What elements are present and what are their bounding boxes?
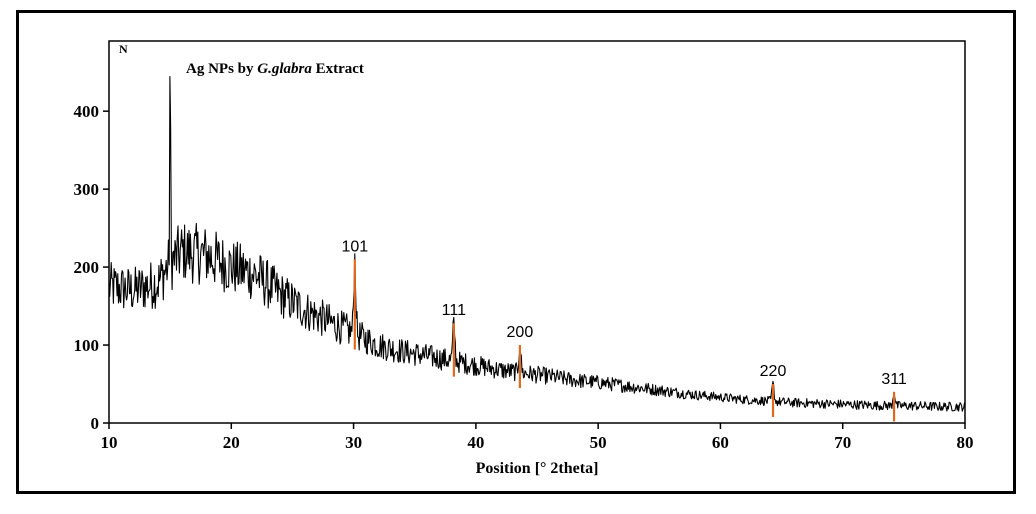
x-tick-label: 60 — [712, 433, 729, 452]
figure-frame: 0 100 200 300 400 10 20 30 40 50 60 70 80 101 111 200… — [16, 10, 1016, 494]
x-axis: 10 20 30 40 50 60 70 80 — [101, 423, 974, 452]
x-tick-label: 20 — [223, 433, 240, 452]
peak-markers: 101 111 200 220 311 — [341, 238, 907, 422]
y-tick-label: 300 — [74, 180, 100, 199]
y-tick-label: 200 — [74, 258, 100, 277]
x-tick-label: 70 — [834, 433, 851, 452]
x-tick-label: 10 — [101, 433, 118, 452]
x-tick-label: 40 — [467, 433, 484, 452]
peak-label-111: 111 — [442, 302, 466, 319]
peak-label-311: 311 — [881, 371, 907, 388]
x-tick-label: 50 — [590, 433, 607, 452]
x-tick-label: 80 — [957, 433, 974, 452]
plot-title-prefix: Ag NPs by — [186, 61, 257, 77]
plot-title-suffix: Extract — [316, 61, 364, 77]
plot-title: Ag NPs by G.glabra Extract — [186, 61, 364, 77]
y-axis: 0 100 200 300 400 — [74, 102, 109, 433]
y-axis-label: N — [119, 42, 128, 56]
peak-label-200: 200 — [507, 324, 534, 341]
xrd-chart: 0 100 200 300 400 10 20 30 40 50 60 70 80 101 111 200… — [74, 40, 974, 477]
diffraction-pattern-line — [108, 75, 966, 412]
y-tick-label: 100 — [74, 336, 100, 355]
y-tick-label: 400 — [74, 102, 100, 121]
x-axis-label: Position [° 2theta] — [476, 460, 599, 477]
plot-area — [108, 40, 966, 424]
peak-label-101: 101 — [341, 238, 368, 255]
y-tick-label: 0 — [91, 414, 100, 433]
x-tick-label: 30 — [345, 433, 362, 452]
plot-title-species: G.glabra — [257, 61, 312, 77]
peak-label-220: 220 — [760, 363, 787, 380]
